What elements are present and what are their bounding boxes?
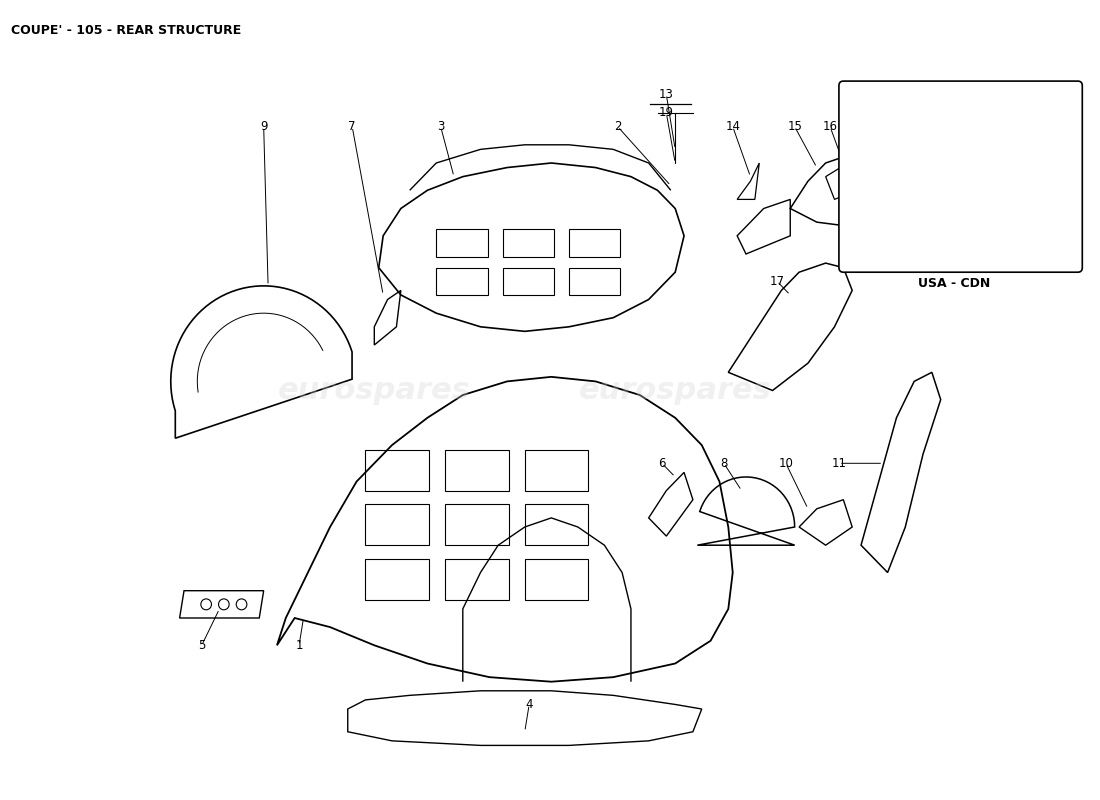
Bar (569, 268, 620, 295)
Text: 1: 1 (295, 638, 302, 652)
Bar (503, 268, 554, 295)
Bar (446, 504, 509, 546)
Text: COUPE' - 105 - REAR STRUCTURE: COUPE' - 105 - REAR STRUCTURE (11, 24, 241, 37)
Text: eurospares: eurospares (579, 376, 771, 405)
Bar (446, 450, 509, 490)
Bar (525, 559, 588, 600)
Text: 4: 4 (526, 698, 532, 711)
Bar (569, 230, 620, 257)
Text: 12: 12 (946, 227, 961, 241)
Bar (503, 230, 554, 257)
Text: 11: 11 (832, 457, 846, 470)
Text: 10: 10 (779, 457, 793, 470)
Text: 17: 17 (770, 274, 784, 288)
Bar (525, 450, 588, 490)
Bar (365, 559, 429, 600)
Text: 7: 7 (349, 120, 356, 133)
Text: 9: 9 (260, 120, 267, 133)
Text: 14: 14 (725, 120, 740, 133)
Bar (437, 230, 487, 257)
Text: 15: 15 (788, 120, 802, 133)
Text: 2: 2 (614, 120, 622, 133)
Text: USA - CDN: USA - CDN (917, 277, 990, 290)
Bar (446, 559, 509, 600)
Text: 13: 13 (659, 88, 674, 102)
Bar (365, 450, 429, 490)
Bar (437, 268, 487, 295)
Bar (525, 504, 588, 546)
FancyBboxPatch shape (839, 81, 1082, 272)
Text: 6: 6 (658, 457, 666, 470)
Bar (365, 504, 429, 546)
Text: 8: 8 (720, 457, 727, 470)
Text: 5: 5 (198, 638, 206, 652)
Text: 18: 18 (893, 227, 909, 241)
Text: eurospares: eurospares (278, 376, 471, 405)
Text: 16: 16 (823, 120, 837, 133)
Text: 15: 15 (862, 120, 878, 133)
Text: 19: 19 (659, 106, 674, 119)
Text: 3: 3 (437, 120, 444, 133)
